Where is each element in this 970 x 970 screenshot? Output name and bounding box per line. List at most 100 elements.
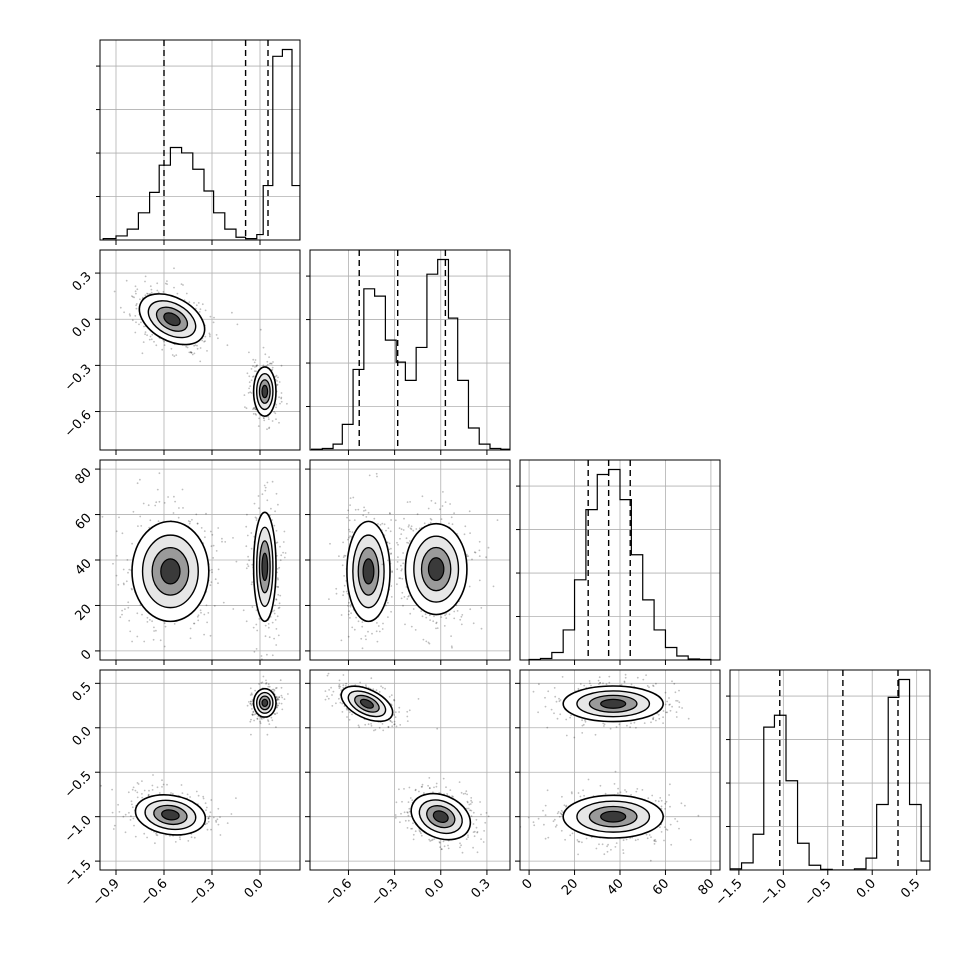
scatter-point [137, 783, 140, 785]
density-contour [359, 698, 374, 709]
scatter-point [196, 522, 199, 525]
scatter-point [205, 809, 207, 811]
scatter-point [450, 516, 453, 519]
scatter-point [595, 847, 598, 850]
scatter-point [274, 713, 277, 715]
scatter-point [465, 838, 468, 840]
scatter-point [389, 512, 391, 515]
scatter-point [398, 706, 401, 709]
scatter-point [208, 815, 211, 818]
scatter-point [381, 723, 384, 725]
scatter-point [676, 700, 679, 702]
scatter-point [624, 673, 627, 676]
scatter-point [445, 617, 448, 619]
scatter-point [164, 625, 167, 628]
scatter-point [403, 517, 405, 520]
scatter-point [543, 823, 545, 826]
histogram-bar [899, 680, 910, 870]
scatter-point [112, 562, 114, 565]
scatter-point [100, 784, 102, 787]
scatter-point [349, 535, 351, 537]
histogram-bar [292, 186, 300, 240]
histogram-bar [427, 274, 438, 450]
tick-label-y: −1.0 [62, 813, 95, 846]
scatter-point [259, 722, 262, 725]
scatter-point [189, 637, 192, 640]
scatter-point [338, 683, 341, 686]
scatter-point [277, 698, 279, 701]
scatter-point [247, 555, 250, 558]
scatter-point [209, 811, 212, 814]
scatter-point [662, 722, 664, 724]
scatter-point [281, 708, 284, 711]
scatter-point [573, 736, 576, 739]
scatter-point [254, 408, 257, 411]
scatter-point [276, 706, 278, 708]
scatter-point [447, 847, 450, 850]
scatter-point [135, 307, 138, 310]
scatter-point [387, 559, 389, 562]
scatter-point [400, 533, 403, 535]
scatter-point [379, 523, 382, 526]
scatter-point [390, 585, 393, 587]
scatter-point [607, 843, 609, 846]
scatter-point [132, 786, 135, 789]
scatter-point [101, 515, 104, 518]
scatter-point [250, 692, 253, 695]
scatter-point [402, 552, 404, 554]
scatter-point [254, 359, 257, 361]
scatter-point [602, 682, 604, 685]
scatter-point [582, 723, 585, 726]
scatter-point [190, 351, 192, 353]
scatter-point [602, 722, 605, 725]
tick-label-x: 0.0 [422, 876, 447, 901]
scatter-point [579, 795, 582, 798]
scatter-point [396, 561, 399, 563]
scatter-point [546, 726, 549, 729]
scatter-point [187, 840, 190, 842]
scatter-point [255, 414, 257, 416]
scatter-point [274, 412, 277, 415]
scatter-point [348, 601, 350, 604]
scatter-point [264, 486, 267, 489]
scatter-point [378, 630, 381, 633]
scatter-point [420, 834, 423, 837]
scatter-point [361, 647, 364, 650]
histogram-bar [877, 805, 889, 870]
scatter-point [473, 835, 476, 838]
scatter-point [284, 552, 287, 554]
scatter-point [469, 809, 471, 812]
scatter-point [193, 352, 196, 355]
scatter-point [257, 495, 260, 497]
scatter-point [458, 781, 461, 783]
scatter-point [136, 612, 139, 615]
scatter-point [146, 616, 149, 619]
scatter-point [396, 568, 399, 571]
scatter-point [254, 689, 256, 692]
scatter-point [353, 628, 356, 631]
scatter-point [344, 555, 347, 557]
scatter-point [275, 418, 277, 421]
scatter-point [390, 610, 392, 613]
scatter-point [124, 813, 127, 816]
scatter-point [400, 564, 402, 567]
scatter-point [422, 638, 425, 641]
scatter-point [680, 802, 683, 805]
density-layer [113, 267, 288, 431]
scatter-point [245, 545, 248, 548]
scatter-point [431, 838, 434, 841]
scatter-point [273, 637, 275, 640]
scatter-point [435, 621, 438, 624]
histogram-bar [866, 858, 877, 870]
scatter-point [537, 817, 540, 820]
histogram-bar [753, 834, 764, 870]
histogram-step-1 [310, 258, 510, 450]
scatter-point [121, 613, 123, 616]
scatter-point [150, 338, 153, 341]
tick-label-y: −0.3 [62, 362, 95, 395]
scatter-point [217, 568, 220, 571]
scatter-point [409, 501, 411, 503]
histogram-bar [342, 424, 353, 450]
scatter-point [253, 370, 256, 372]
